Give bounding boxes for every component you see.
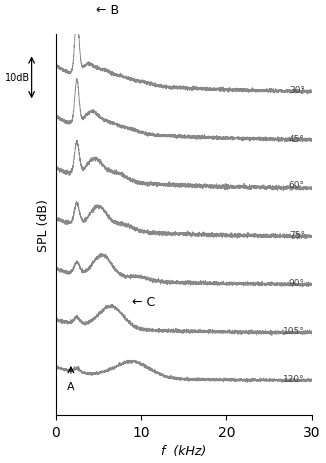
Text: 45°: 45° [289,135,305,144]
Text: ← C: ← C [132,295,156,308]
Text: 30°: 30° [289,86,305,95]
Text: ← B: ← B [96,4,119,17]
Text: 120°: 120° [283,374,305,383]
X-axis label: f  (kHz): f (kHz) [161,444,206,457]
Text: A: A [67,381,75,391]
Text: 10dB: 10dB [5,73,30,83]
Text: 60°: 60° [289,181,305,189]
Text: 90°: 90° [289,278,305,287]
Text: 105°: 105° [283,327,305,336]
Text: 75°: 75° [289,231,305,240]
Y-axis label: SPL (dB): SPL (dB) [37,199,50,251]
